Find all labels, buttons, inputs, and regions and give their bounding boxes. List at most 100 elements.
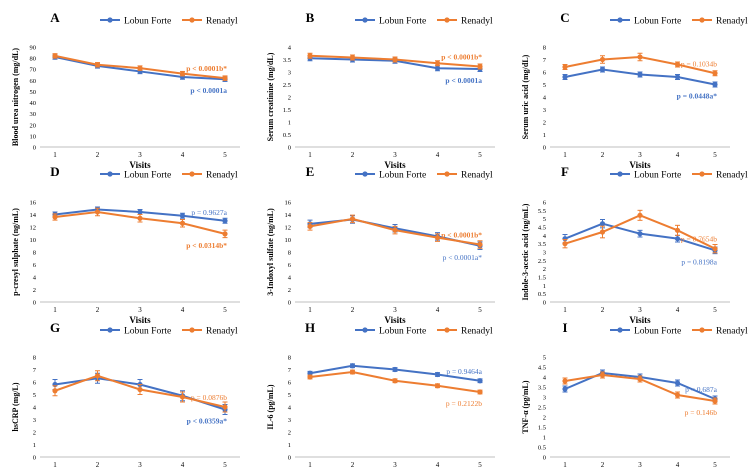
x-tick-label: 3	[393, 461, 397, 469]
legend-marker	[107, 171, 113, 177]
x-tick-label: 2	[351, 306, 355, 314]
x-tick-label: 3	[138, 151, 142, 159]
p-value-annotation: p = 0.8198a	[681, 257, 717, 266]
legend-label: Lobun Forte	[634, 327, 681, 337]
series-renadyl	[562, 371, 718, 405]
data-point	[434, 383, 441, 389]
x-tick-label: 4	[676, 306, 680, 314]
x-tick-label: 2	[351, 461, 355, 469]
y-tick-label: 1	[288, 120, 291, 127]
y-tick-label: 16	[285, 200, 292, 207]
y-tick-label: 0	[33, 455, 36, 462]
y-tick-label: 3	[288, 417, 291, 424]
data-point	[392, 366, 398, 373]
y-tick-label: 4	[543, 233, 547, 240]
data-point	[562, 74, 568, 80]
y-tick-label: 70	[30, 67, 37, 74]
data-point	[349, 216, 356, 222]
y-axis-title: Serum creatinine (mg/dL)	[266, 52, 275, 141]
y-tick-label: 4	[543, 375, 547, 382]
y-tick-label: 0	[543, 145, 546, 152]
legend-marker	[444, 17, 450, 23]
data-point	[137, 386, 143, 393]
data-point	[349, 54, 356, 61]
data-point	[307, 374, 313, 380]
y-tick-label: 14	[30, 212, 37, 219]
p-value-annotation: p = 0.2122b	[446, 399, 482, 408]
y-axis-title: Serum uric acid (mg/dL)	[521, 54, 530, 139]
legend-marker	[189, 327, 195, 333]
panel-i: I Lobun Forte Renadyl 0 0.5 1 1.5 2 2.5 3 3.5 4 4.5 5…	[521, 320, 748, 469]
data-point	[392, 227, 398, 233]
y-tick-label: 0.5	[538, 291, 546, 298]
x-axis-title: Visits	[629, 315, 651, 325]
legend-label: Renadyl	[716, 171, 748, 181]
data-point	[477, 389, 483, 395]
data-point	[222, 75, 228, 81]
y-tick-label: 0	[33, 145, 36, 152]
data-point	[349, 363, 356, 369]
y-tick-label: 14	[285, 212, 292, 219]
legend-marker	[362, 171, 368, 177]
y-tick-label: 5	[288, 392, 291, 399]
data-point	[712, 246, 718, 252]
data-point	[179, 71, 186, 77]
y-axis-title: hsCRP (mg/L)	[11, 382, 20, 431]
y-tick-label: 2.5	[283, 82, 291, 89]
legend-marker	[617, 327, 623, 333]
series-renadyl	[52, 370, 228, 413]
panel-letter: D	[50, 164, 59, 179]
y-axis-title: p-cresyl sulphate (ng/mL)	[11, 208, 20, 296]
y-tick-label: 0	[33, 300, 36, 307]
y-tick-label: 4.5	[538, 365, 546, 372]
y-tick-label: 2	[33, 430, 36, 437]
y-tick-label: 4	[288, 45, 292, 52]
p-value-annotation: p < 0.0001b*	[441, 53, 482, 62]
x-axis-title: Visits	[384, 315, 406, 325]
legend-marker	[189, 171, 195, 177]
legend-label: Renadyl	[716, 327, 748, 337]
panel-letter: B	[306, 10, 315, 25]
x-tick-label: 5	[478, 306, 482, 314]
data-point	[52, 214, 58, 220]
data-point	[222, 404, 228, 410]
legend-label: Lobun Forte	[124, 17, 171, 27]
x-tick-label: 5	[223, 461, 227, 469]
x-tick-label: 1	[563, 151, 567, 159]
y-tick-label: 1.5	[283, 107, 291, 114]
legend-label: Lobun Forte	[634, 17, 681, 27]
panel-a: A Lobun Forte Renadyl 0 10 20 30 40 50 60 70 80 90 1 2…	[11, 10, 240, 170]
x-tick-label: 3	[393, 306, 397, 314]
data-point	[637, 231, 643, 237]
x-tick-label: 5	[713, 306, 717, 314]
series-renadyl	[562, 209, 718, 254]
y-tick-label: 0.5	[283, 132, 291, 139]
data-point	[674, 380, 681, 386]
y-tick-label: 3	[543, 395, 546, 402]
x-tick-label: 5	[223, 306, 227, 314]
x-tick-label: 3	[138, 461, 142, 469]
legend-label: Lobun Forte	[124, 171, 171, 181]
x-tick-label: 4	[436, 306, 440, 314]
panel-letter: F	[561, 164, 569, 179]
y-tick-label: 1.5	[538, 425, 546, 432]
data-point	[562, 386, 568, 392]
data-point	[599, 221, 606, 227]
data-point	[562, 241, 568, 247]
y-tick-label: 5	[33, 392, 36, 399]
legend-marker	[699, 171, 705, 177]
x-tick-label: 4	[436, 151, 440, 159]
data-point	[137, 209, 143, 215]
data-point	[562, 64, 568, 70]
legend-marker	[362, 327, 368, 333]
x-axis-title: Visits	[129, 160, 151, 170]
y-tick-label: 6	[288, 262, 292, 269]
data-point	[674, 227, 681, 233]
legend-label: Lobun Forte	[379, 327, 426, 337]
series-lobun-forte	[307, 363, 483, 384]
data-point	[434, 371, 441, 378]
series-lobun-forte	[562, 66, 718, 88]
y-tick-label: 12	[285, 225, 292, 232]
